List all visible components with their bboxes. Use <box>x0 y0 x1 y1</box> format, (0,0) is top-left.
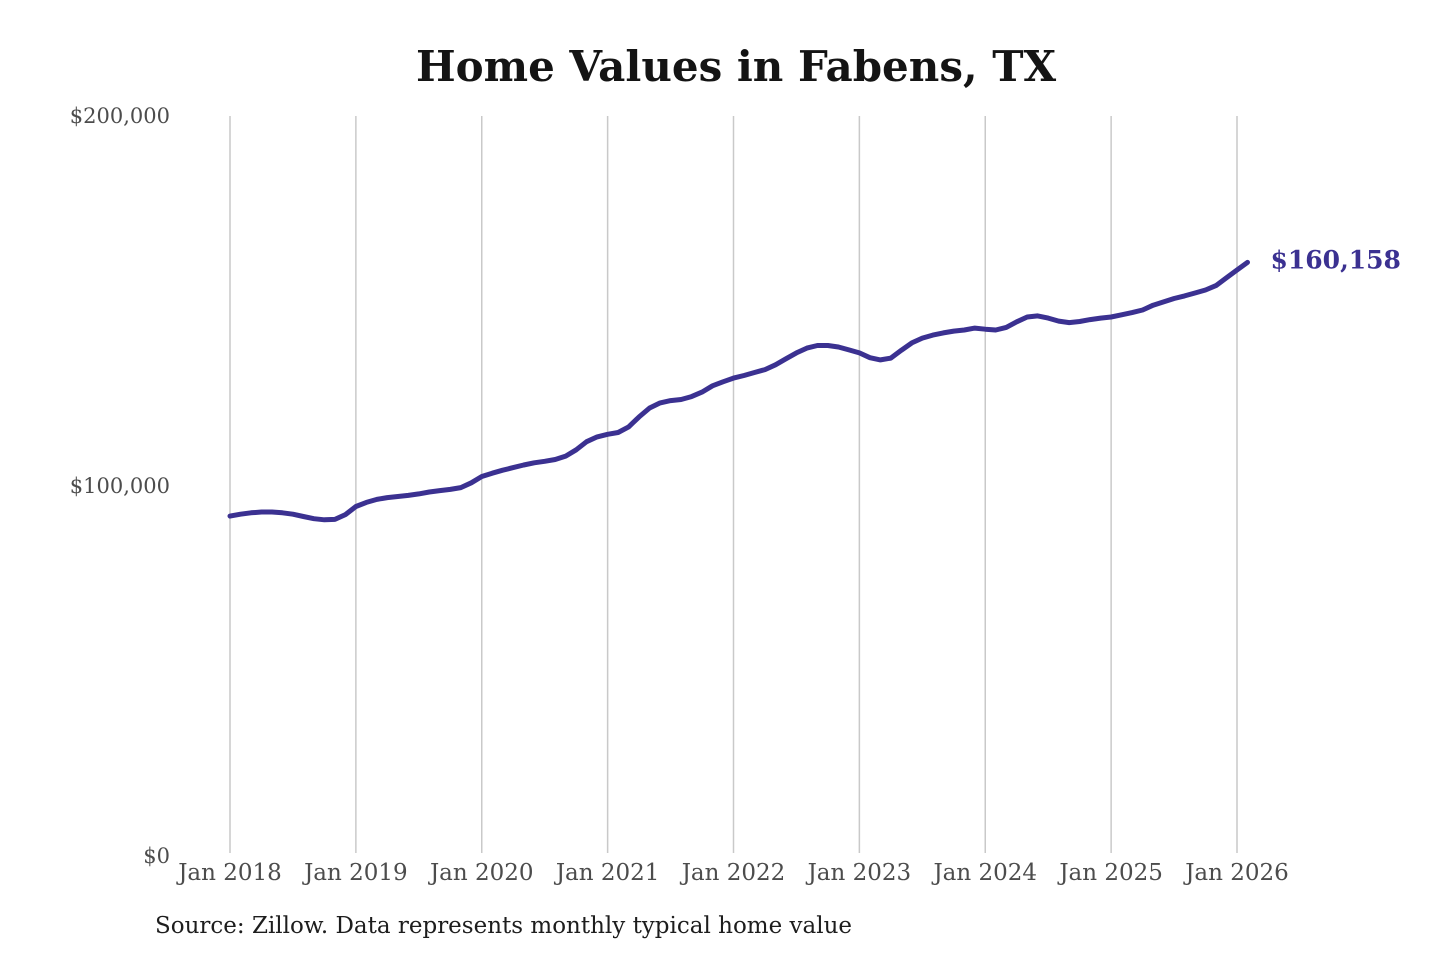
end-value-label: $160,158 <box>1270 245 1400 274</box>
x-axis-label-jan-2026: Jan 2026 <box>1183 860 1289 886</box>
y-axis-label--100-000: $100,000 <box>70 474 170 498</box>
y-axis-label--200-000: $200,000 <box>70 104 170 128</box>
chart-title: Home Values in Fabens, TX <box>415 42 1057 91</box>
x-axis-label-jan-2022: Jan 2022 <box>680 860 786 886</box>
y-axis-label--0: $0 <box>143 844 170 868</box>
x-axis-label-jan-2019: Jan 2019 <box>302 860 408 886</box>
home-value-series-line <box>227 259 1250 523</box>
x-axis-label-jan-2025: Jan 2025 <box>1057 860 1163 886</box>
x-axis-label-jan-2018: Jan 2018 <box>176 860 282 886</box>
x-axis-label-jan-2024: Jan 2024 <box>931 860 1037 886</box>
x-axis-label-jan-2023: Jan 2023 <box>806 860 912 886</box>
x-axis-label-jan-2020: Jan 2020 <box>428 860 534 886</box>
source-note: Source: Zillow. Data represents monthly … <box>155 913 853 939</box>
x-axis-label-jan-2021: Jan 2021 <box>554 860 660 886</box>
